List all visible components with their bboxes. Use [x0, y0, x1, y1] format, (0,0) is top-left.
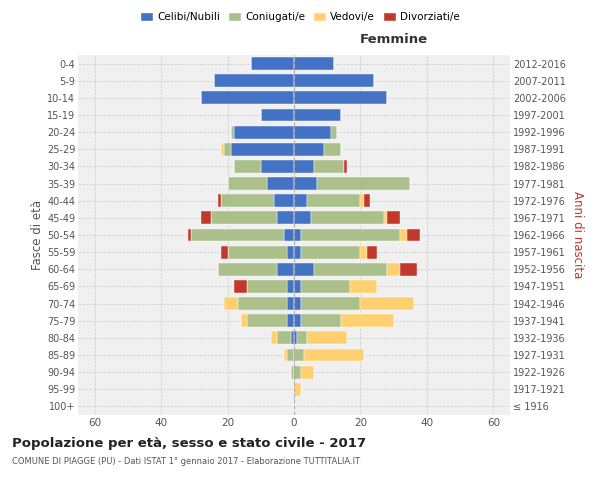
- Bar: [290, 332, 294, 344]
- Bar: [301, 228, 400, 241]
- Bar: [314, 160, 344, 173]
- Bar: [301, 314, 341, 327]
- Bar: [294, 177, 317, 190]
- Bar: [277, 263, 294, 276]
- Y-axis label: Anni di nascita: Anni di nascita: [571, 192, 584, 278]
- Bar: [324, 143, 341, 156]
- Bar: [218, 263, 277, 276]
- Bar: [387, 212, 400, 224]
- Bar: [294, 143, 324, 156]
- Bar: [400, 263, 417, 276]
- Text: Femmine: Femmine: [359, 33, 427, 46]
- Bar: [361, 194, 364, 207]
- Bar: [294, 280, 301, 293]
- Bar: [241, 314, 247, 327]
- Bar: [287, 297, 294, 310]
- Bar: [331, 126, 337, 138]
- Bar: [201, 212, 211, 224]
- Bar: [298, 332, 307, 344]
- Bar: [234, 160, 261, 173]
- Bar: [271, 332, 277, 344]
- Bar: [274, 194, 294, 207]
- Bar: [238, 297, 287, 310]
- Legend: Celibi/Nubili, Coniugati/e, Vedovi/e, Divorziati/e: Celibi/Nubili, Coniugati/e, Vedovi/e, Di…: [136, 8, 464, 26]
- Bar: [221, 194, 274, 207]
- Bar: [301, 297, 361, 310]
- Bar: [361, 297, 413, 310]
- Bar: [247, 314, 287, 327]
- Bar: [294, 366, 301, 378]
- Bar: [294, 108, 341, 122]
- Bar: [221, 246, 227, 258]
- Bar: [234, 126, 294, 138]
- Bar: [317, 177, 410, 190]
- Bar: [294, 263, 314, 276]
- Bar: [231, 126, 234, 138]
- Bar: [234, 280, 247, 293]
- Bar: [284, 228, 294, 241]
- Bar: [294, 57, 334, 70]
- Bar: [301, 366, 314, 378]
- Bar: [224, 143, 231, 156]
- Bar: [277, 332, 290, 344]
- Bar: [344, 160, 347, 173]
- Bar: [247, 280, 287, 293]
- Bar: [294, 383, 301, 396]
- Bar: [294, 246, 301, 258]
- Bar: [364, 194, 370, 207]
- Bar: [214, 74, 294, 87]
- Bar: [287, 314, 294, 327]
- Bar: [287, 348, 294, 362]
- Bar: [350, 280, 377, 293]
- Bar: [294, 126, 331, 138]
- Bar: [290, 366, 294, 378]
- Bar: [211, 212, 277, 224]
- Bar: [218, 194, 221, 207]
- Bar: [227, 177, 268, 190]
- Bar: [407, 228, 420, 241]
- Bar: [261, 160, 294, 173]
- Bar: [311, 212, 384, 224]
- Bar: [287, 280, 294, 293]
- Bar: [294, 332, 298, 344]
- Bar: [251, 57, 294, 70]
- Bar: [361, 246, 367, 258]
- Bar: [284, 348, 287, 362]
- Bar: [307, 194, 361, 207]
- Bar: [294, 92, 387, 104]
- Y-axis label: Fasce di età: Fasce di età: [31, 200, 44, 270]
- Bar: [227, 246, 287, 258]
- Text: Popolazione per età, sesso e stato civile - 2017: Popolazione per età, sesso e stato civil…: [12, 438, 366, 450]
- Bar: [384, 212, 387, 224]
- Bar: [301, 246, 361, 258]
- Bar: [294, 160, 314, 173]
- Text: COMUNE DI PIAGGE (PU) - Dati ISTAT 1° gennaio 2017 - Elaborazione TUTTITALIA.IT: COMUNE DI PIAGGE (PU) - Dati ISTAT 1° ge…: [12, 457, 360, 466]
- Bar: [191, 228, 284, 241]
- Bar: [231, 143, 294, 156]
- Bar: [301, 280, 350, 293]
- Bar: [314, 263, 387, 276]
- Bar: [201, 92, 294, 104]
- Bar: [400, 228, 407, 241]
- Bar: [367, 246, 377, 258]
- Bar: [307, 332, 347, 344]
- Bar: [268, 177, 294, 190]
- Bar: [221, 143, 224, 156]
- Bar: [294, 348, 304, 362]
- Bar: [277, 212, 294, 224]
- Bar: [224, 297, 238, 310]
- Bar: [304, 348, 364, 362]
- Bar: [341, 314, 394, 327]
- Bar: [294, 228, 301, 241]
- Bar: [294, 212, 311, 224]
- Bar: [287, 246, 294, 258]
- Bar: [387, 263, 400, 276]
- Bar: [294, 314, 301, 327]
- Bar: [294, 74, 374, 87]
- Bar: [261, 108, 294, 122]
- Bar: [294, 297, 301, 310]
- Bar: [188, 228, 191, 241]
- Bar: [294, 194, 307, 207]
